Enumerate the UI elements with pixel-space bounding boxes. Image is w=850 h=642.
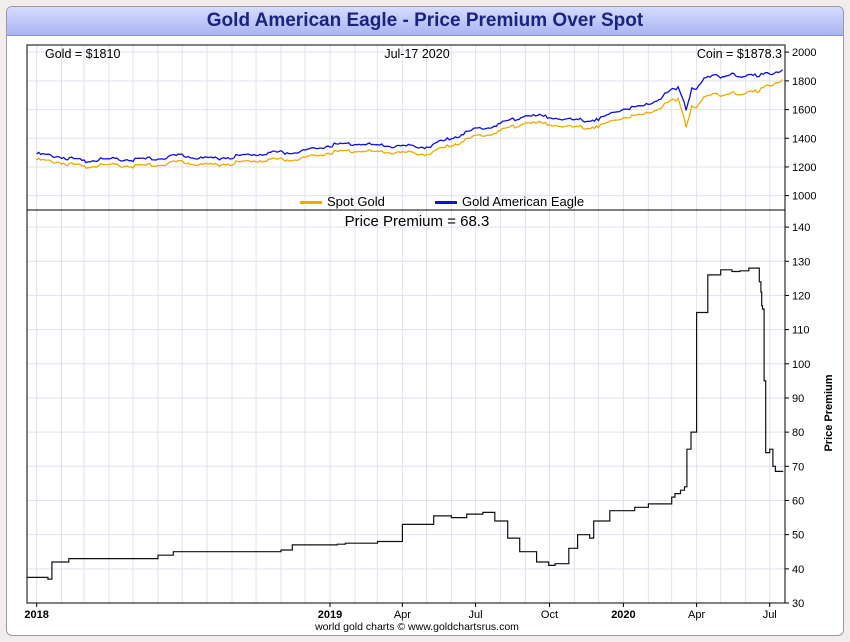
gold-eagle-line (36, 69, 784, 164)
x-tick-label: Jul (468, 609, 482, 621)
legend-gold-eagle-swatch (435, 201, 457, 204)
grid-layer (27, 45, 785, 604)
y-tick-label: 50 (792, 530, 804, 542)
spot-gold-line (36, 78, 784, 170)
x-tick-label: Oct (541, 609, 558, 621)
x-tick-label: Jul (763, 609, 777, 621)
legend-gold-eagle-label: Gold American Eagle (462, 194, 584, 209)
y-tick-label: 30 (792, 598, 804, 610)
y-tick-label: 2000 (792, 47, 816, 59)
premium-readout: Price Premium = 68.3 (345, 213, 490, 230)
y-tick-label: 1600 (792, 105, 816, 117)
chart-canvas: 1000 1200 1400 1600 1800 2000 30 40 50 60 70 80 90 10… (24, 44, 835, 633)
y-tick-label: 60 (792, 495, 804, 507)
x-tick-label: 2019 (318, 609, 342, 621)
gold-price-label: Gold = $1810 (45, 47, 120, 61)
y-tick-label: 70 (792, 461, 804, 473)
y-tick-label: 1000 (792, 191, 816, 203)
x-tick-label: 2018 (24, 609, 48, 621)
x-tick-label: Apr (688, 609, 705, 621)
x-tick-label: 2020 (611, 609, 635, 621)
series-layer (27, 69, 784, 580)
date-label: Jul-17 2020 (384, 47, 449, 61)
footer-credit: world gold charts © www.goldchartsrus.co… (314, 621, 519, 633)
bottom-plot-border (26, 209, 786, 604)
y-tick-label: 140 (792, 222, 810, 234)
y-tick-label: 100 (792, 359, 810, 371)
x-tick-label: Apr (394, 609, 411, 621)
chart-frame: Gold American Eagle - Price Premium Over… (6, 6, 844, 636)
y-tick-label: 1400 (792, 133, 816, 145)
coin-price-label: Coin = $1878.3 (697, 47, 782, 61)
y-tick-label: 80 (792, 427, 804, 439)
legend: Spot Gold Gold American Eagle (300, 194, 584, 209)
y-tick-label: 90 (792, 393, 804, 405)
y-tick-label: 120 (792, 290, 810, 302)
y-tick-label: 1800 (792, 76, 816, 88)
legend-spot-gold-swatch (300, 201, 322, 204)
y-tick-label: 130 (792, 256, 810, 268)
y-axis-label-price-premium: Price Premium (823, 374, 835, 451)
axis-layer: 1000 1200 1400 1600 1800 2000 30 40 50 60 70 80 90 10… (24, 47, 816, 621)
price-premium-line (27, 267, 784, 580)
chart-title: Gold American Eagle - Price Premium Over… (7, 7, 843, 36)
y-tick-label: 40 (792, 564, 804, 576)
y-tick-label: 1200 (792, 162, 816, 174)
legend-spot-gold-label: Spot Gold (327, 194, 385, 209)
y-tick-label: 110 (792, 325, 810, 337)
